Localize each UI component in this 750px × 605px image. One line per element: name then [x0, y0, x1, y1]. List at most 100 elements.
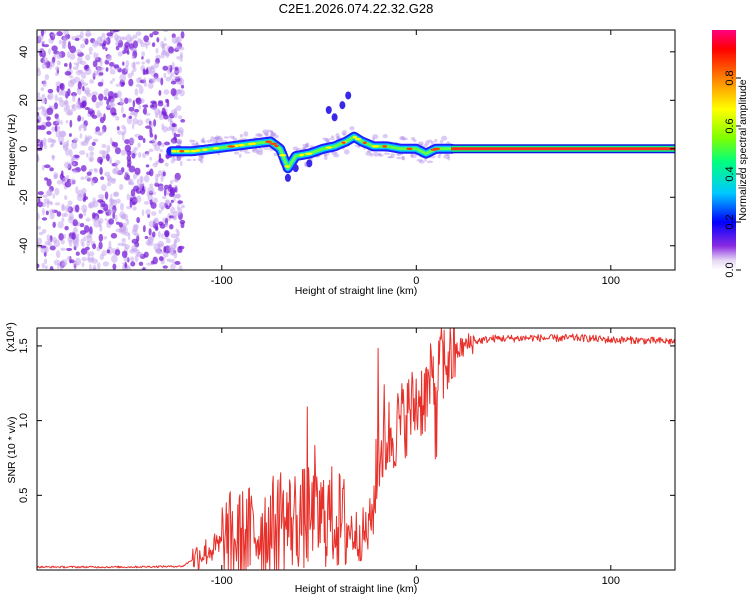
- noise-blob: [80, 165, 87, 172]
- noise-blob: [108, 209, 112, 217]
- noise-blob: [170, 88, 177, 97]
- noise-blob: [160, 206, 164, 211]
- band-blob: [189, 139, 194, 143]
- noise-blob: [68, 212, 74, 221]
- band-blob: [399, 136, 405, 140]
- noise-blob: [119, 73, 126, 82]
- noise-blob: [55, 117, 61, 125]
- noise-blob: [42, 202, 46, 208]
- noise-blob: [41, 262, 45, 269]
- snr-y-tick-label: 1.5: [18, 338, 30, 353]
- noise-blob: [134, 113, 138, 118]
- noise-blob: [174, 172, 181, 181]
- track-hotspot: [284, 165, 291, 168]
- track-hotspot: [247, 142, 253, 146]
- noise-blob: [58, 39, 62, 45]
- noise-blob: [132, 67, 137, 72]
- noise-blob: [96, 130, 102, 136]
- noise-blob: [157, 141, 162, 146]
- noise-blob: [88, 145, 95, 152]
- noise-blob: [180, 31, 185, 39]
- noise-blob: [88, 51, 93, 55]
- noise-blob: [79, 60, 87, 66]
- noise-blob: [171, 36, 178, 44]
- noise-blob: [163, 112, 167, 117]
- noise-blob: [106, 32, 114, 37]
- noise-blob: [145, 125, 152, 129]
- band-blob: [176, 141, 182, 145]
- carrier-line: [451, 144, 675, 154]
- band-blob: [239, 133, 244, 138]
- noise-blob: [100, 203, 106, 208]
- noise-blob: [136, 251, 144, 257]
- noise-blob: [162, 65, 169, 71]
- noise-blob: [68, 133, 72, 137]
- band-blob: [171, 139, 176, 144]
- noise-blob: [113, 141, 119, 148]
- band-blob: [333, 153, 340, 158]
- noise-blob: [37, 111, 40, 117]
- noise-blob: [69, 78, 77, 85]
- noise-blob: [82, 38, 86, 42]
- noise-blob: [81, 256, 87, 262]
- spectrogram-x-axis-label: Height of straight line (km): [295, 285, 418, 297]
- noise-blob: [129, 111, 136, 116]
- noise-blob: [160, 52, 165, 59]
- band-blob: [270, 130, 274, 136]
- band-blob: [232, 136, 235, 139]
- noise-blob: [91, 212, 96, 219]
- spectrogram-x-tick-label: -100: [211, 275, 233, 287]
- noise-blob: [165, 222, 169, 228]
- noise-blob: [133, 233, 140, 237]
- band-blob: [172, 140, 176, 144]
- noise-blob: [48, 48, 51, 55]
- noise-blob: [85, 152, 89, 158]
- noise-blob: [124, 139, 131, 145]
- noise-blob: [57, 97, 63, 103]
- band-blob: [401, 156, 406, 161]
- noise-blob: [45, 210, 49, 216]
- noise-blob: [56, 85, 60, 93]
- noise-blob: [147, 81, 154, 89]
- noise-blob: [99, 149, 106, 155]
- noise-blob: [132, 34, 138, 39]
- noise-blob: [111, 178, 116, 185]
- noise-blob: [37, 212, 40, 221]
- track-hotspot: [406, 147, 413, 150]
- noise-blob: [107, 91, 115, 100]
- noise-blob: [133, 146, 139, 151]
- noise-blob: [45, 121, 52, 127]
- noise-blob: [55, 66, 60, 71]
- noise-blob: [84, 134, 88, 143]
- noise-blob: [158, 256, 164, 262]
- noise-blob: [173, 196, 176, 203]
- noise-blob: [111, 112, 117, 116]
- band-blob: [197, 158, 202, 162]
- noise-blob: [54, 94, 58, 102]
- noise-blob: [150, 100, 157, 105]
- band-blob: [445, 153, 450, 157]
- noise-blob: [77, 69, 84, 74]
- track-hotspot: [179, 150, 185, 153]
- noise-blob: [39, 124, 46, 131]
- noise-blob: [90, 179, 95, 186]
- noise-blob: [41, 164, 45, 171]
- noise-blob: [82, 236, 87, 242]
- noise-blob: [152, 30, 159, 36]
- noise-blob: [93, 51, 97, 60]
- snr-y-multiplier: (x10⁴): [5, 322, 17, 352]
- noise-blob: [113, 64, 120, 69]
- noise-blob: [124, 144, 131, 153]
- band-blob: [335, 151, 338, 155]
- noise-blob: [136, 217, 141, 224]
- noise-blob: [89, 264, 92, 270]
- noise-blob: [88, 46, 93, 53]
- band-blob: [404, 137, 408, 140]
- noise-blob: [67, 41, 71, 50]
- noise-blob: [85, 32, 92, 37]
- noise-blob: [54, 125, 58, 132]
- spectrogram-y-tick-label: 20: [18, 94, 30, 106]
- band-blob: [270, 131, 276, 137]
- track-outlier: [284, 173, 291, 182]
- noise-blob: [177, 115, 183, 120]
